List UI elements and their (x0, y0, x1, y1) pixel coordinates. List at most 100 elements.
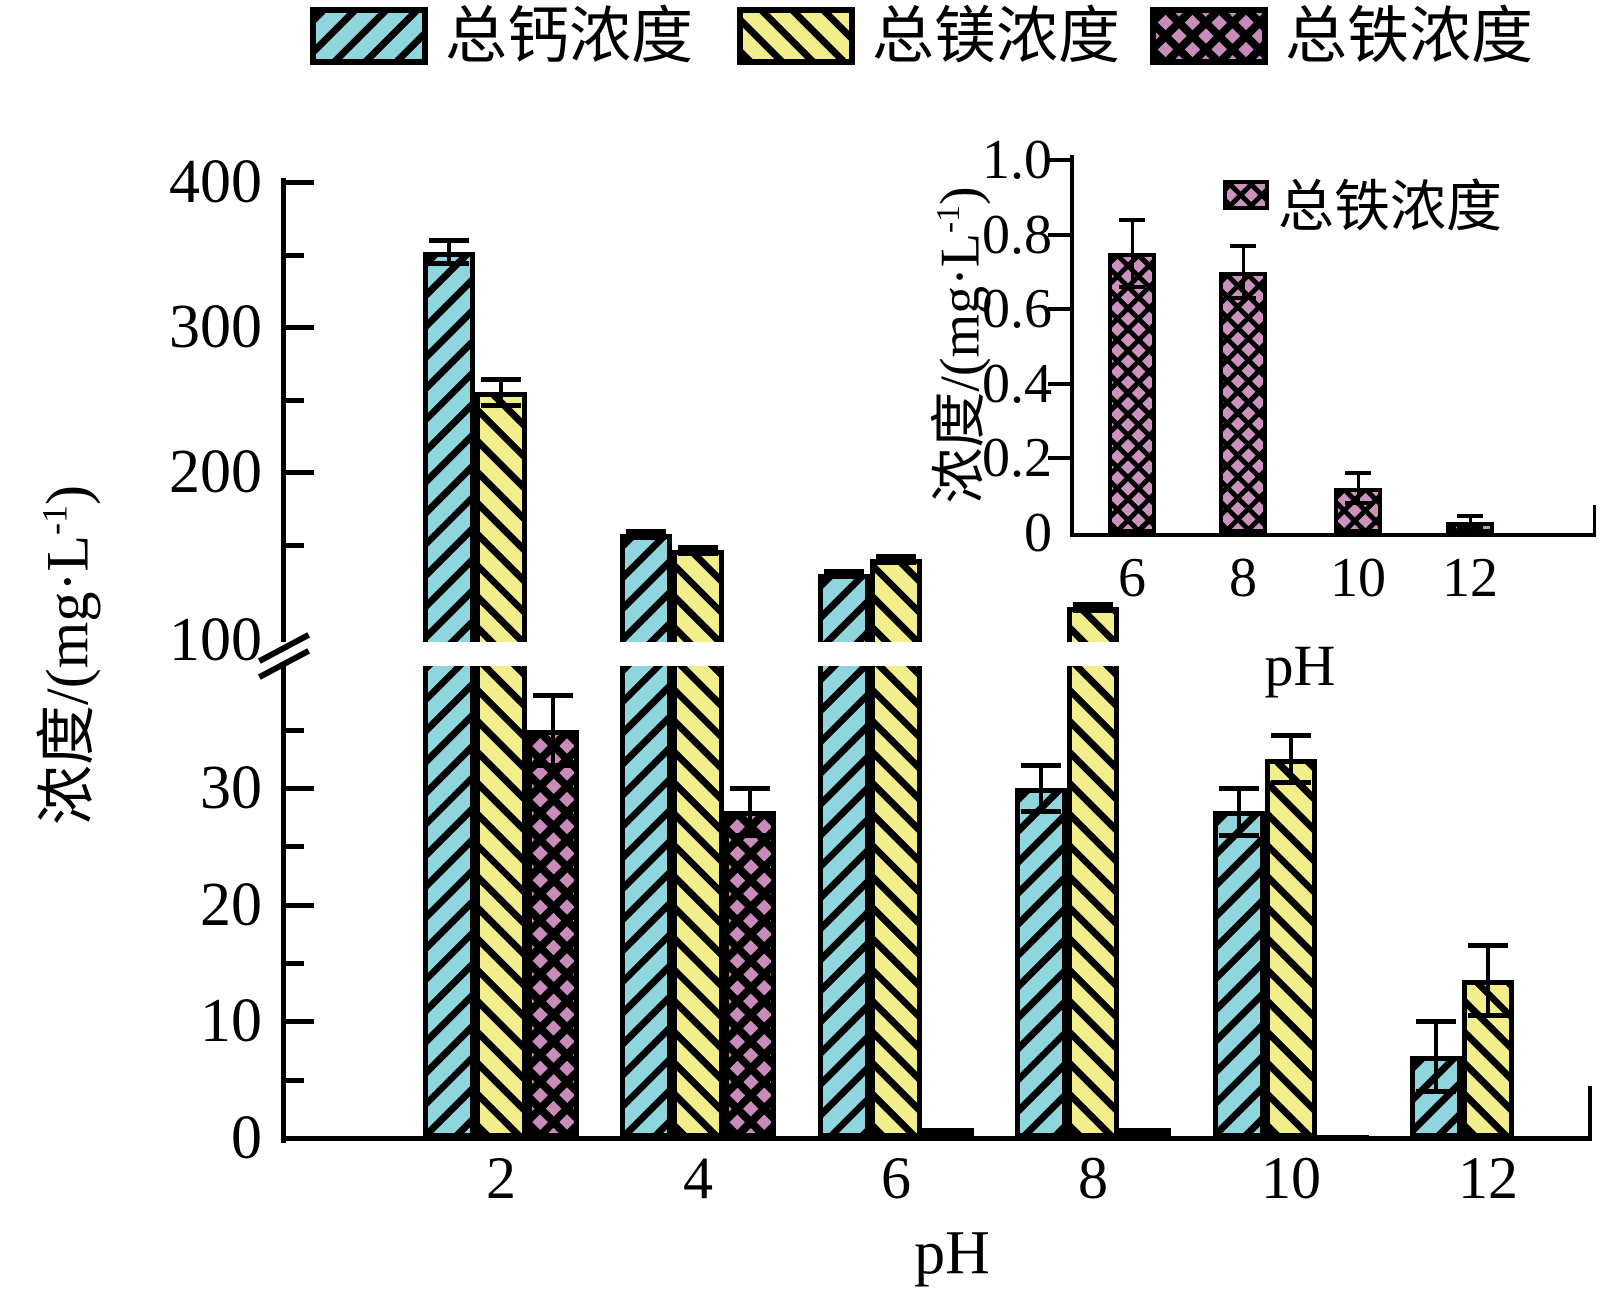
magnesium-bar-ph8 (1067, 606, 1119, 1138)
y-tick-label: 100 (169, 606, 262, 674)
y-tick-label: 300 (169, 293, 262, 361)
y-tick-label: 200 (169, 438, 262, 506)
error-bar-cap (1073, 601, 1113, 607)
calcium-legend-swatch-icon (310, 7, 428, 65)
inset-y-tick-label: 0.2 (982, 427, 1052, 490)
error-bar-cap (876, 559, 916, 565)
y-tick-minor (286, 1077, 304, 1083)
error-bar-cap (429, 261, 469, 267)
error-bar-cap (481, 403, 521, 409)
calcium-bar-ph6 (818, 573, 870, 1138)
inset-x-category-label: 6 (1118, 547, 1146, 609)
inset-error-bar-cap (1457, 514, 1483, 519)
iron-bar-ph8 (1119, 1128, 1171, 1138)
error-bar-cap (481, 377, 521, 383)
error-bar-line (748, 787, 752, 835)
error-bar-cap (533, 692, 573, 698)
iron-bar-ph4 (724, 811, 776, 1138)
inset-x-axis (1070, 533, 1596, 537)
inset-iron-legend-label: 总铁浓度 (1278, 177, 1502, 239)
calcium-bar-ph8 (1015, 787, 1067, 1138)
x-category-label: 10 (1261, 1145, 1321, 1211)
error-bar-line (1486, 945, 1490, 1016)
error-bar-cap (730, 785, 770, 791)
inset-y-tick (1048, 456, 1070, 461)
error-bar-cap (1219, 785, 1259, 791)
inset-error-bar-line (1356, 473, 1360, 504)
error-bar-cap (1021, 762, 1061, 768)
error-bar-cap (626, 535, 666, 541)
error-bar-cap (1468, 1013, 1508, 1019)
error-bar-cap (1468, 943, 1508, 949)
inset-x-category-label: 8 (1229, 547, 1257, 609)
y-tick-label: 30 (200, 753, 262, 822)
magnesium-bar-ph4 (672, 550, 724, 1138)
x-category-label: 2 (486, 1145, 516, 1211)
inset-y-axis (1070, 155, 1074, 537)
inset-iron-bar-ph10 (1334, 488, 1382, 533)
inset-y-tick (1048, 158, 1070, 162)
calcium-bar-ph4 (620, 534, 672, 1138)
error-bar-cap (1271, 780, 1311, 786)
inset-error-bar-cap (1119, 217, 1145, 222)
error-bar-line (499, 379, 503, 406)
y-tick-label: 400 (169, 148, 262, 216)
error-bar-cap (824, 574, 864, 580)
iron-legend-label: 总铁浓度 (1285, 3, 1534, 71)
error-bar-cap (1416, 1089, 1456, 1095)
main-x-axis-title: pH (914, 1219, 990, 1287)
inset-error-bar-cap (1119, 284, 1145, 289)
inset-error-bar-cap (1457, 525, 1483, 530)
inset-y-tick-label: 0.4 (982, 352, 1052, 415)
inset-x-axis-title: pH (1264, 633, 1336, 698)
y-tick-label: 10 (200, 987, 262, 1056)
inset-y-tick (1048, 232, 1070, 237)
error-bar-cap (1416, 1019, 1456, 1025)
error-bar-cap (876, 554, 916, 560)
iron-bar-ph2 (527, 729, 579, 1138)
inset-error-bar-cap (1345, 471, 1371, 476)
y-tick-minor (286, 727, 304, 733)
y-tick-major (286, 325, 314, 330)
inset-y-tick-label: 0.6 (982, 278, 1052, 341)
y-tick-label: 20 (200, 870, 262, 939)
error-bar-cap (626, 529, 666, 535)
x-category-label: 6 (881, 1145, 911, 1211)
y-tick-major (286, 1019, 314, 1025)
y-tick-major (286, 470, 314, 475)
inset-x-axis-end-tick (1593, 505, 1596, 533)
y-tick-minor (286, 844, 304, 850)
inset-x-category-label: 10 (1330, 547, 1386, 609)
error-bar-line (551, 694, 555, 765)
main-y-axis (281, 666, 286, 1143)
error-bar-line (1434, 1021, 1438, 1092)
error-bar-cap (678, 551, 718, 557)
inset-error-bar-line (1130, 219, 1134, 287)
magnesium-bar-ph10 (1265, 758, 1317, 1138)
calcium-legend-label: 总钙浓度 (445, 3, 694, 71)
calcium-bar-ph2 (423, 251, 475, 1138)
error-bar-cap (1021, 809, 1061, 815)
magnesium-bar-ph2 (475, 392, 527, 1138)
x-category-label: 12 (1458, 1145, 1518, 1211)
error-bar-line (447, 240, 451, 264)
inset-y-tick-label: 1.0 (982, 129, 1052, 191)
error-bar-cap (730, 832, 770, 838)
inset-error-bar-cap (1230, 243, 1256, 248)
error-bar-cap (1073, 607, 1113, 613)
error-bar-cap (824, 568, 864, 574)
inset-iron-bar-ph6 (1108, 253, 1156, 533)
y-tick-minor (286, 252, 304, 258)
inset-y-tick-label: 0.8 (982, 203, 1052, 266)
inset-y-tick (1048, 381, 1070, 386)
magnesium-legend-swatch-icon (737, 7, 855, 65)
main-x-axis (281, 1136, 1592, 1141)
main-y-axis-title: 浓度/(mg·L-1) (34, 485, 101, 825)
error-bar-line (1289, 735, 1293, 783)
y-tick-major (286, 902, 314, 908)
inset-y-tick (1048, 307, 1070, 312)
y-tick-label: 0 (231, 1104, 262, 1172)
error-bar-cap (1219, 832, 1259, 838)
inset-x-category-label: 12 (1442, 547, 1498, 609)
